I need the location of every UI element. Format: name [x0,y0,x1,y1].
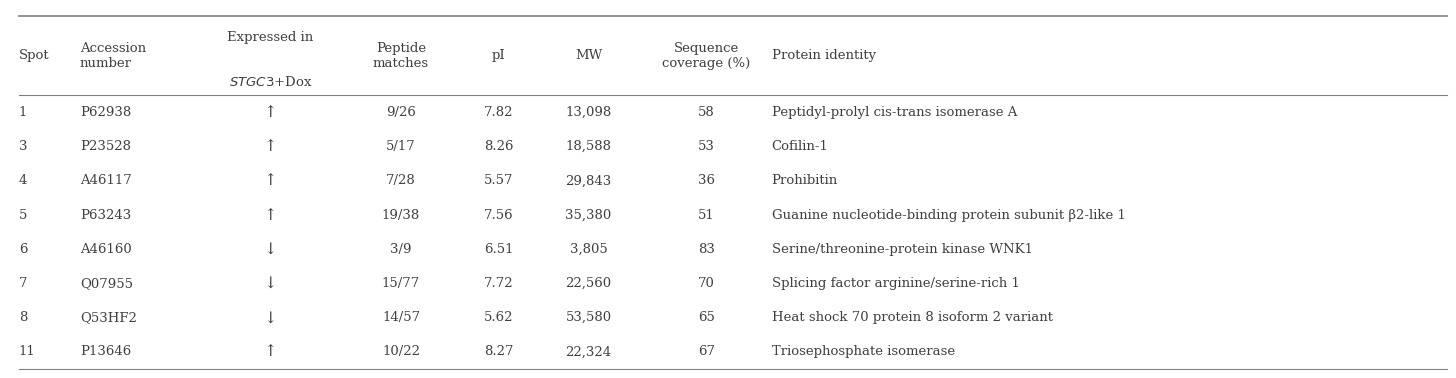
Text: 18,588: 18,588 [565,140,612,153]
Text: 8: 8 [19,311,28,324]
Text: 9/26: 9/26 [386,106,416,119]
Text: 10/22: 10/22 [381,345,419,358]
Text: 6: 6 [19,243,28,256]
Text: Peptide
matches: Peptide matches [373,42,430,70]
Text: Sequence
coverage (%): Sequence coverage (%) [662,42,750,70]
Text: ↓: ↓ [264,309,277,326]
Text: 53,580: 53,580 [565,311,612,324]
Text: Expressed in: Expressed in [227,31,313,43]
Text: 5.62: 5.62 [483,311,513,324]
Text: Triosephosphate isomerase: Triosephosphate isomerase [772,345,955,358]
Text: 8.26: 8.26 [483,140,513,153]
Text: 1: 1 [19,106,28,119]
Text: 7.72: 7.72 [483,277,513,290]
Text: 8.27: 8.27 [483,345,513,358]
Text: 19/38: 19/38 [381,209,421,222]
Text: Accession
number: Accession number [80,42,146,70]
Text: ↓: ↓ [264,241,277,258]
Text: Protein identity: Protein identity [772,49,875,62]
Text: Cofilin-1: Cofilin-1 [772,140,828,153]
Text: A46117: A46117 [80,174,131,187]
Text: 7.56: 7.56 [483,209,513,222]
Text: 83: 83 [697,243,715,256]
Text: MW: MW [575,49,603,62]
Text: Q07955: Q07955 [80,277,132,290]
Text: ↑: ↑ [264,138,277,155]
Text: Heat shock 70 protein 8 isoform 2 variant: Heat shock 70 protein 8 isoform 2 varian… [772,311,1053,324]
Text: A46160: A46160 [80,243,131,256]
Text: 11: 11 [19,345,35,358]
Text: ↑: ↑ [264,104,277,121]
Text: 51: 51 [697,209,715,222]
Text: 6.51: 6.51 [483,243,513,256]
Text: 13,098: 13,098 [565,106,612,119]
Text: 7.82: 7.82 [483,106,513,119]
Text: 65: 65 [697,311,715,324]
Text: 5.57: 5.57 [483,174,513,187]
Text: ↓: ↓ [264,275,277,292]
Text: 3: 3 [19,140,28,153]
Text: 3,805: 3,805 [569,243,607,256]
Text: Splicing factor arginine/serine-rich 1: Splicing factor arginine/serine-rich 1 [772,277,1019,290]
Text: 7: 7 [19,277,28,290]
Text: 29,843: 29,843 [565,174,612,187]
Text: Prohibitin: Prohibitin [772,174,837,187]
Text: 7/28: 7/28 [386,174,416,187]
Text: 14/57: 14/57 [381,311,421,324]
Text: 53: 53 [697,140,715,153]
Text: 3/9: 3/9 [390,243,412,256]
Text: 5: 5 [19,209,28,222]
Text: Serine/threonine-protein kinase WNK1: Serine/threonine-protein kinase WNK1 [772,243,1032,256]
Text: Guanine nucleotide-binding protein subunit β2-like 1: Guanine nucleotide-binding protein subun… [772,209,1125,222]
Text: Peptidyl-prolyl cis-trans isomerase A: Peptidyl-prolyl cis-trans isomerase A [772,106,1016,119]
Text: 15/77: 15/77 [381,277,421,290]
Text: Q53HF2: Q53HF2 [80,311,137,324]
Text: 22,560: 22,560 [565,277,612,290]
Text: 35,380: 35,380 [565,209,612,222]
Text: ↑: ↑ [264,172,277,189]
Text: 67: 67 [697,345,715,358]
Text: P13646: P13646 [80,345,131,358]
Text: $\it{STGC3}$+Dox: $\it{STGC3}$+Dox [229,75,312,89]
Text: 70: 70 [697,277,715,290]
Text: 5/17: 5/17 [386,140,416,153]
Text: pI: pI [492,49,505,62]
Text: ↑: ↑ [264,344,277,361]
Text: P63243: P63243 [80,209,131,222]
Text: P23528: P23528 [80,140,131,153]
Text: 58: 58 [697,106,715,119]
Text: ↑: ↑ [264,206,277,223]
Text: P62938: P62938 [80,106,131,119]
Text: 4: 4 [19,174,28,187]
Text: 36: 36 [697,174,715,187]
Text: Spot: Spot [19,49,50,62]
Text: 22,324: 22,324 [565,345,612,358]
